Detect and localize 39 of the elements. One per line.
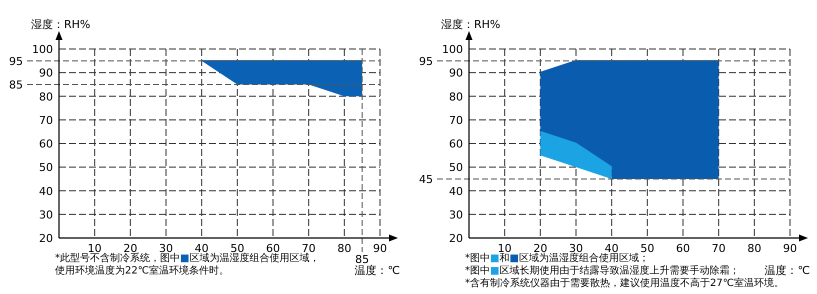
y-tick-label: 60 xyxy=(449,138,463,150)
text: *含有制冷系统仪器由于需要散热，建议使用温度不高于27℃室温环境。 xyxy=(465,277,784,289)
ref-line-label: 45 xyxy=(419,172,433,186)
y-axis-title: 湿度：RH% xyxy=(31,18,90,31)
x-tick-label: 60 xyxy=(676,242,690,255)
y-tick-label: 40 xyxy=(449,184,463,198)
x-tick-label: 90 xyxy=(783,242,797,255)
y-tick-label: 100 xyxy=(442,43,463,56)
text: 使用环境温度为22℃室温环境条件时。 xyxy=(55,264,229,276)
y-tick-label: 90 xyxy=(39,66,53,80)
y-tick-label: 40 xyxy=(39,184,53,198)
y-tick-label: 30 xyxy=(39,208,53,222)
x-tick-label: 80 xyxy=(747,242,762,255)
x-tick-label: 90 xyxy=(373,242,387,255)
text: *图中■区域长期使用由于结露导致温湿度上升需要手动除霜； xyxy=(465,264,740,276)
y-tick-label: 50 xyxy=(39,161,53,174)
y-tick-label: 20 xyxy=(449,232,463,245)
y-tick-label: 70 xyxy=(39,114,53,127)
x-axis-title: 温度：℃ xyxy=(764,264,810,277)
y-tick-label: 30 xyxy=(449,208,463,222)
y-tick-label: 20 xyxy=(39,232,53,245)
text: *此型号不含制冷系统，图中■区域为温湿度组合使用区域， xyxy=(55,252,320,264)
x-tick-label: 80 xyxy=(337,242,352,255)
y-tick-label: 90 xyxy=(449,66,463,80)
y-tick-label: 70 xyxy=(449,114,463,127)
y-tick-label: 80 xyxy=(449,90,463,104)
x-axis-title: 温度：℃ xyxy=(354,264,400,277)
y-tick-label: 60 xyxy=(39,138,53,150)
ref-line-label: 95 xyxy=(419,54,433,68)
y-tick-label: 50 xyxy=(449,161,463,174)
x-tick-label: 50 xyxy=(640,242,654,255)
y-tick-label: 80 xyxy=(39,90,53,104)
x-tick-label: 70 xyxy=(712,242,726,255)
ref-line-label: 85 xyxy=(355,253,370,266)
ref-line-label: 85 xyxy=(9,78,23,92)
ref-line-label: 95 xyxy=(9,54,23,68)
y-tick-label: 100 xyxy=(32,43,53,56)
y-axis-title: 湿度：RH% xyxy=(441,18,500,31)
text: *图中■和■区域为温湿度组合使用区域； xyxy=(465,252,649,264)
